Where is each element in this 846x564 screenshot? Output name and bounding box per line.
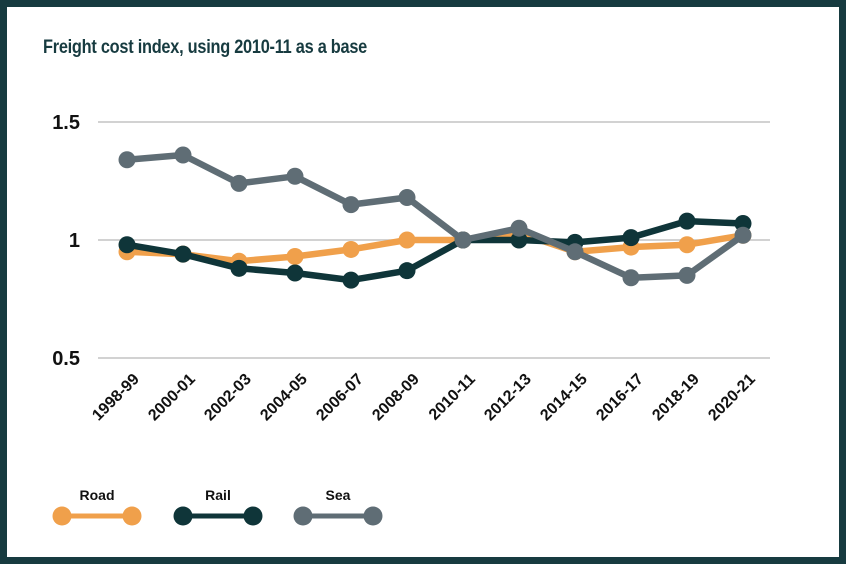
data-point-sea: [454, 231, 472, 249]
x-tick-label: 2008-09: [369, 371, 423, 425]
data-point-road: [678, 236, 696, 254]
legend-marker-rail: [173, 506, 193, 526]
data-point-sea: [398, 189, 416, 207]
data-point-rail: [398, 262, 416, 280]
legend-label-sea: Sea: [326, 487, 351, 503]
data-point-sea: [566, 243, 584, 261]
y-tick-label: 0.5: [52, 348, 80, 370]
data-point-road: [342, 240, 360, 258]
data-point-rail: [342, 271, 360, 289]
data-point-sea: [510, 219, 528, 237]
data-point-sea: [230, 174, 248, 192]
data-point-rail: [678, 212, 696, 230]
data-point-rail: [510, 231, 528, 249]
x-tick-label: 2004-05: [257, 371, 311, 425]
data-point-rail: [118, 236, 136, 254]
data-point-rail: [286, 264, 304, 282]
legend-marker-road: [122, 506, 142, 526]
data-point-road: [286, 248, 304, 266]
x-tick-label: 2016-17: [593, 371, 647, 425]
data-point-rail: [230, 259, 248, 277]
x-tick-label: 2006-07: [313, 371, 367, 425]
data-point-sea: [622, 269, 640, 287]
legend-label-road: Road: [80, 487, 115, 503]
legend-marker-sea: [293, 506, 313, 526]
data-point-rail: [622, 229, 640, 247]
x-tick-label: 2012-13: [481, 371, 535, 425]
x-tick-label: 2014-15: [537, 371, 591, 425]
data-point-rail: [174, 245, 192, 263]
data-point-sea: [118, 151, 136, 169]
data-point-sea: [286, 167, 304, 185]
x-tick-label: 2002-03: [201, 371, 255, 425]
x-tick-label: 1998-99: [89, 371, 143, 425]
series-line-sea: [123, 151, 747, 282]
legend-marker-road: [52, 506, 72, 526]
series-line-road: [123, 229, 747, 265]
legend-marker-rail: [243, 506, 263, 526]
data-point-sea: [734, 226, 752, 244]
data-point-road: [398, 231, 416, 249]
y-tick-label: 1: [69, 230, 80, 252]
data-point-rail: [734, 214, 752, 232]
data-point-sea: [342, 196, 360, 214]
x-tick-label: 2018-19: [649, 371, 703, 425]
chart-title: Freight cost index, using 2010-11 as a b…: [43, 37, 368, 58]
x-tick-label: 2000-01: [145, 371, 199, 425]
series-line-rail: [123, 217, 747, 284]
legend-marker-sea: [363, 506, 383, 526]
legend-label-rail: Rail: [205, 487, 231, 503]
y-tick-label: 1.5: [52, 112, 80, 134]
data-point-sea: [174, 146, 192, 164]
x-tick-label: 2020-21: [705, 371, 759, 425]
x-tick-label: 2010-11: [426, 371, 479, 424]
data-point-sea: [678, 266, 696, 284]
